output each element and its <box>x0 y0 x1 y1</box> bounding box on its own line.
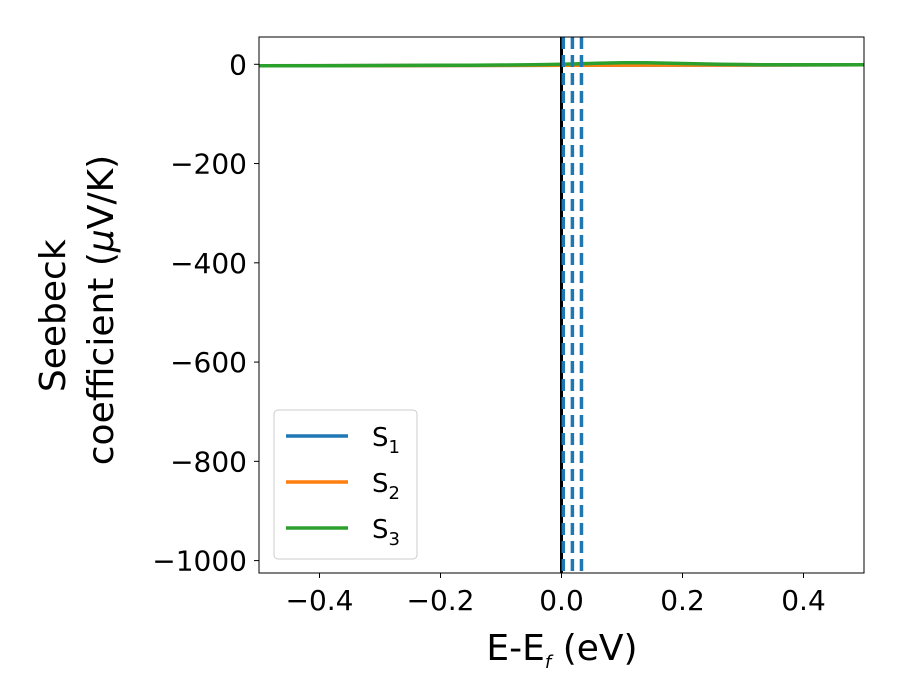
y-tick-label: 0 <box>229 48 247 81</box>
x-axis-title: E-Ef (eV) <box>486 628 637 673</box>
legend-label-s2: S2 <box>372 469 400 504</box>
y-tick-label: −800 <box>170 445 247 478</box>
legend: S1 S2 S3 <box>273 409 418 560</box>
x-tick-label: −0.4 <box>286 584 354 617</box>
plot-frame <box>258 36 865 574</box>
legend-label-s1: S1 <box>372 423 400 458</box>
x-tick-label: 0.4 <box>781 584 826 617</box>
axis-ticks: −0.4 −0.2 0.0 0.2 0.4 0 −200 −400 −600 −800 −1000 <box>152 48 825 617</box>
x-tick-label: 0.0 <box>539 584 584 617</box>
y-tick-label: −400 <box>170 247 247 280</box>
plot-area <box>259 37 864 573</box>
y-axis-title-line2: coefficient (μV/K) <box>81 155 122 465</box>
legend-box <box>273 409 418 560</box>
x-tick-label: 0.2 <box>660 584 705 617</box>
legend-label-s3: S3 <box>372 515 400 550</box>
y-axis-title: Seebeck coefficient (μV/K) <box>33 155 122 465</box>
y-tick-label: −200 <box>170 148 247 181</box>
series-line-s3 <box>259 61 864 68</box>
y-tick-label: −1000 <box>152 545 247 578</box>
y-tick-label: −600 <box>170 346 247 379</box>
x-tick-label: −0.2 <box>407 584 475 617</box>
